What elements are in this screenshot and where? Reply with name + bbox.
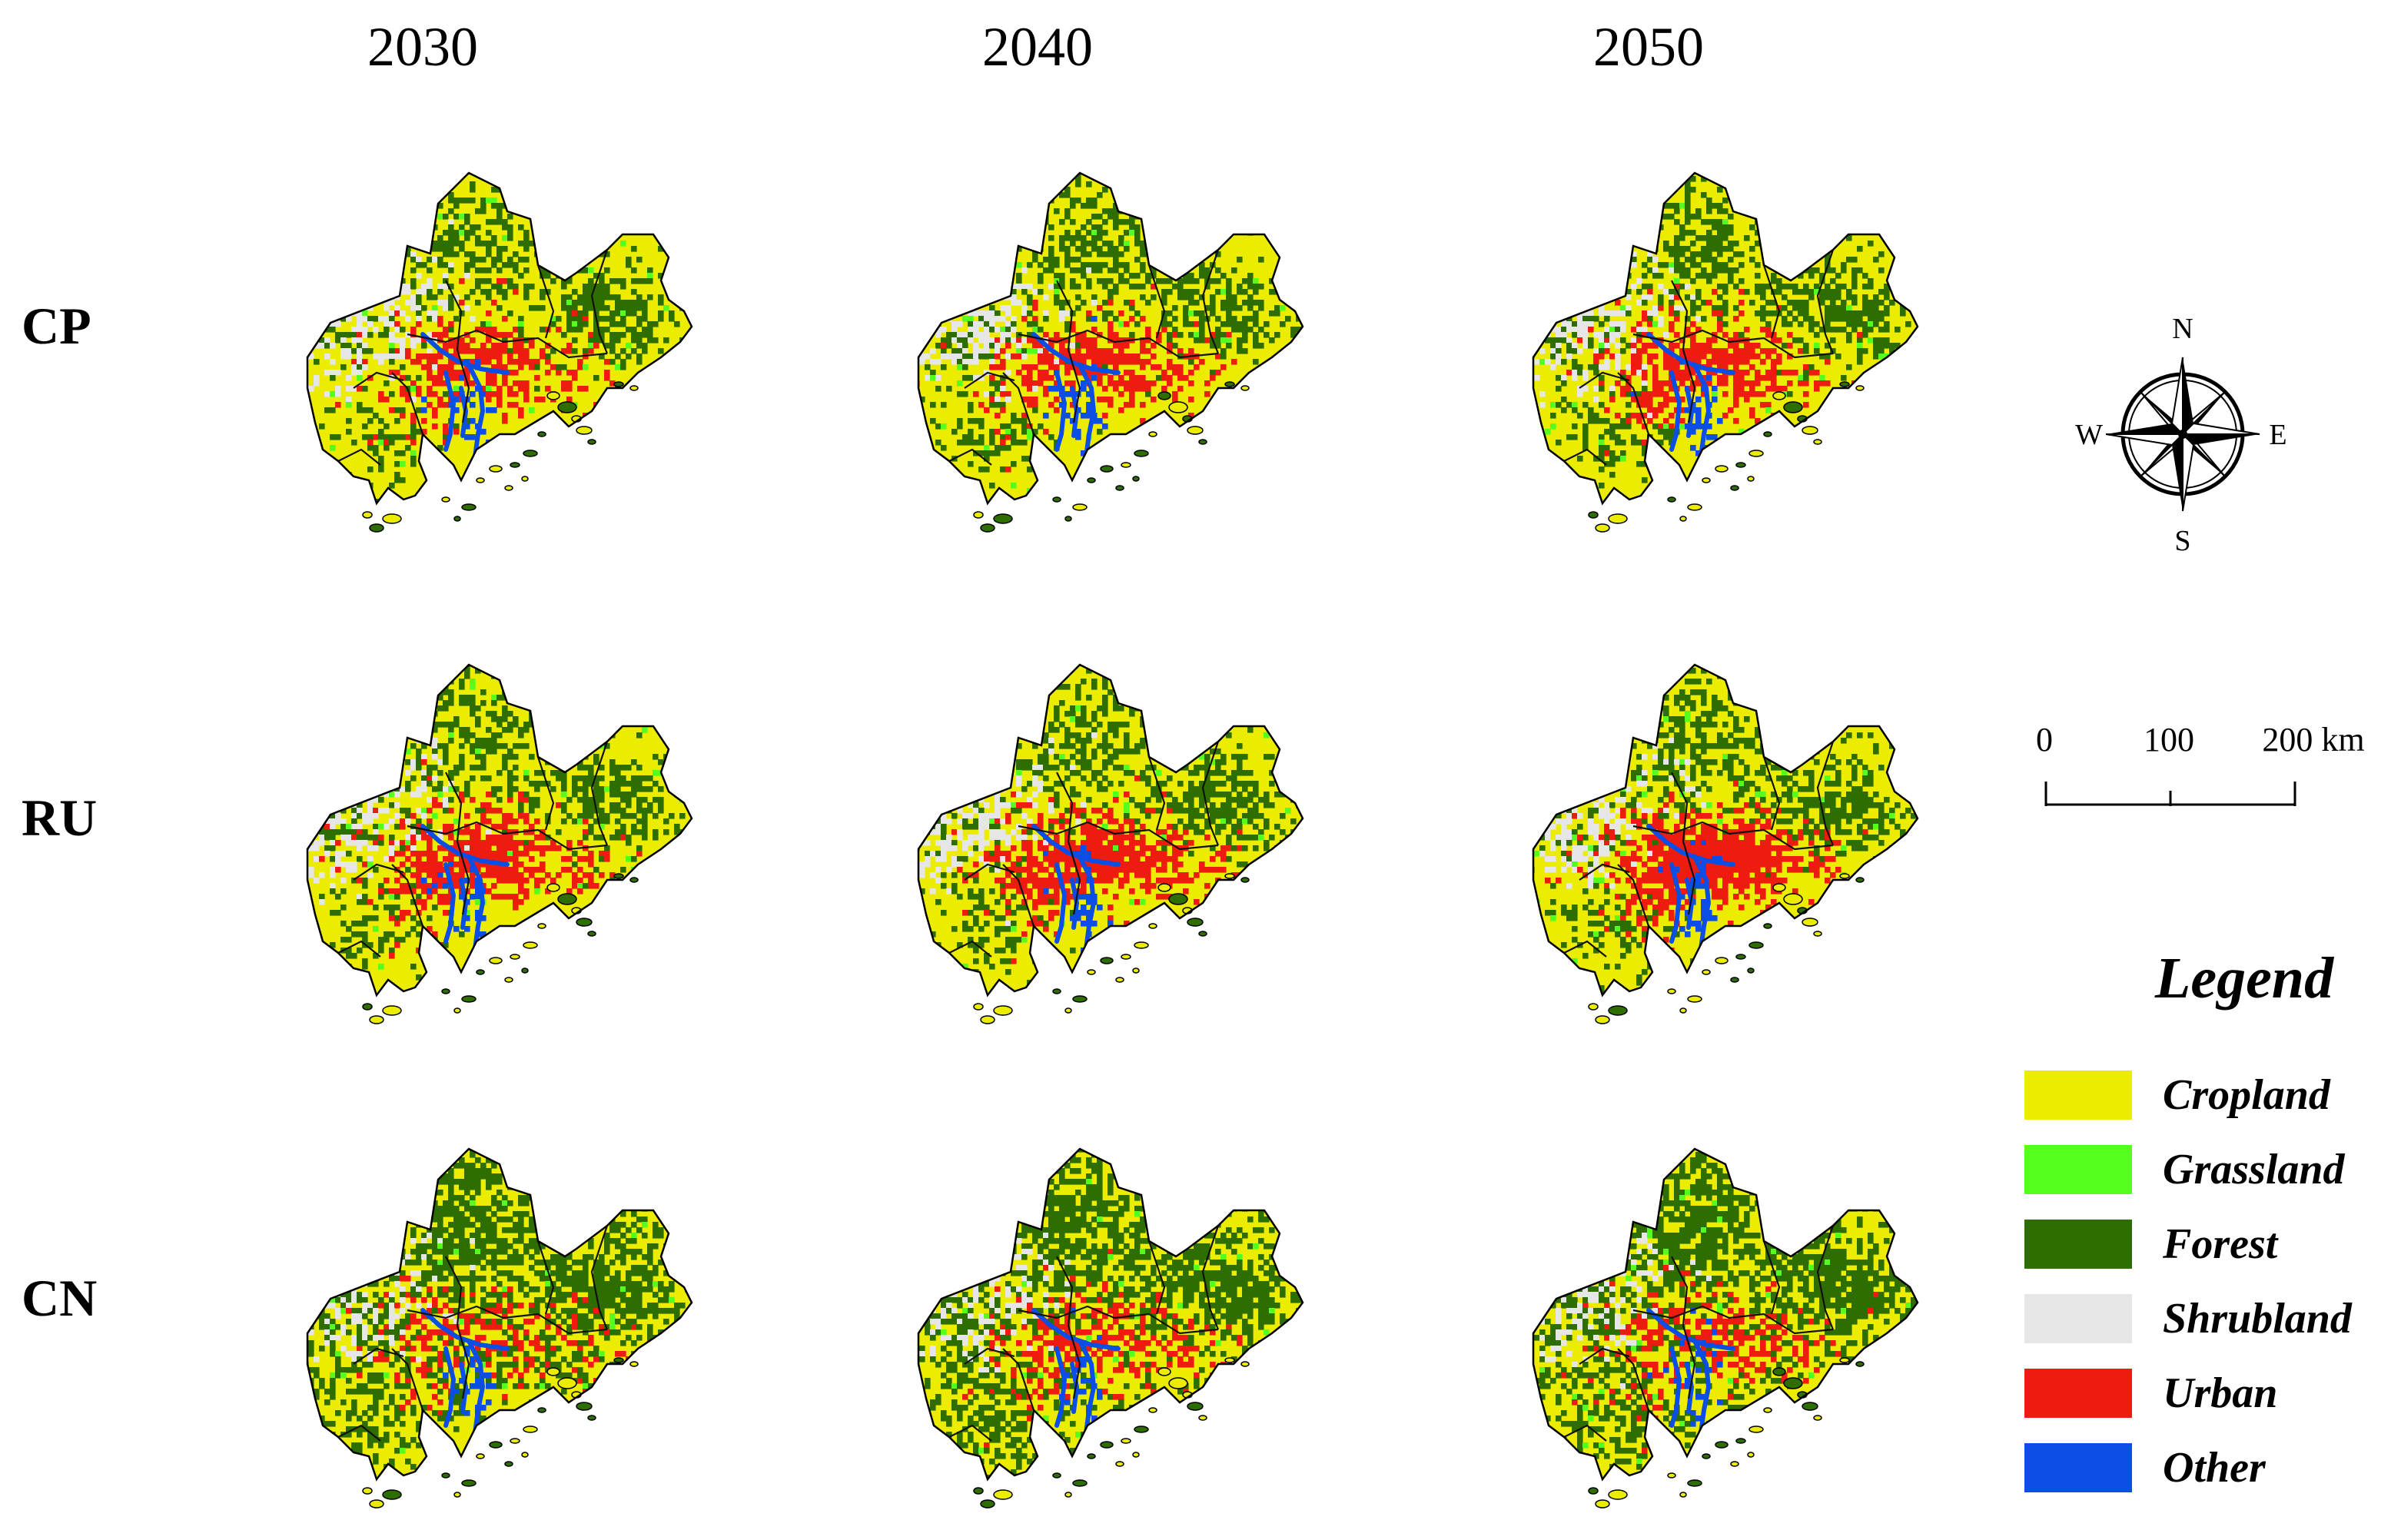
- scale-tick-label-0: 0: [2036, 721, 2053, 758]
- legend-label: Shrubland: [2163, 1295, 2352, 1343]
- region-outline: [917, 1147, 1304, 1482]
- land-cover-grid: [918, 173, 1303, 503]
- map-ru-2040: [803, 649, 1310, 1034]
- compass-rose: N S E W: [2075, 307, 2290, 557]
- legend-item-forest: Forest: [2014, 1217, 2398, 1271]
- other-swatch: [2024, 1443, 2132, 1492]
- legend-label: Forest: [2163, 1220, 2278, 1268]
- scale-bar: 0 100 200 km: [1998, 711, 2398, 818]
- legend-item-grassland: Grassland: [2014, 1143, 2398, 1196]
- compass-east: E: [2269, 419, 2286, 451]
- legend-title: Legend: [2154, 946, 2334, 1011]
- shrubland-swatch: [2024, 1294, 2132, 1343]
- legend-label: Cropland: [2163, 1071, 2330, 1119]
- map-cn-2030: [192, 1133, 699, 1518]
- grassland-swatch: [2024, 1145, 2132, 1194]
- region-outline: [1532, 171, 1919, 506]
- cropland-swatch: [2024, 1070, 2132, 1120]
- land-cover-grid: [918, 665, 1303, 995]
- land-cover-grid: [307, 173, 692, 503]
- compass-north: N: [2172, 313, 2193, 345]
- legend-item-other: Other: [2014, 1441, 2398, 1495]
- urban-swatch: [2024, 1369, 2132, 1418]
- row-label-cp: CP: [22, 297, 91, 355]
- column-label-2050: 2050: [1593, 16, 1704, 78]
- map-cp-2030: [192, 158, 699, 542]
- legend: Legend Cropland Grassland Forest Shrubla…: [2014, 945, 2398, 1529]
- region-outline: [1532, 1147, 1919, 1482]
- map-cp-2040: [803, 158, 1310, 542]
- legend-label: Urban: [2163, 1369, 2278, 1417]
- land-use-map: [917, 171, 1304, 533]
- row-label-cn: CN: [22, 1269, 98, 1327]
- region-outline: [306, 1147, 693, 1482]
- land-cover-grid: [1533, 173, 1918, 503]
- land-use-map: [1532, 663, 1919, 1024]
- legend-label: Grassland: [2163, 1146, 2345, 1193]
- region-outline: [917, 663, 1304, 997]
- legend-label: Other: [2163, 1444, 2266, 1492]
- forest-swatch: [2024, 1220, 2132, 1269]
- scale-tick-label-200: 200 km: [2262, 721, 2364, 758]
- legend-item-shrubland: Shrubland: [2014, 1292, 2398, 1346]
- land-use-map: [917, 663, 1304, 1024]
- land-use-map: [1532, 1147, 1919, 1508]
- compass-south: S: [2174, 525, 2190, 553]
- region-outline: [306, 171, 693, 506]
- compass-west: W: [2075, 419, 2103, 451]
- map-cn-2050: [1418, 1133, 1925, 1518]
- region-outline: [306, 663, 693, 997]
- scale-tick-label-100: 100: [2144, 721, 2194, 758]
- column-label-2030: 2030: [367, 16, 478, 78]
- compass-icon: N S E W: [2075, 313, 2287, 557]
- land-use-map: [1532, 171, 1919, 533]
- map-ru-2050: [1418, 649, 1925, 1034]
- map-ru-2030: [192, 649, 699, 1034]
- land-cover-grid: [918, 1149, 1303, 1479]
- legend-item-urban: Urban: [2014, 1366, 2398, 1420]
- map-cn-2040: [803, 1133, 1310, 1518]
- column-label-2040: 2040: [982, 16, 1093, 78]
- land-cover-grid: [1533, 1149, 1918, 1479]
- map-cp-2050: [1418, 158, 1925, 542]
- land-cover-grid: [307, 1149, 692, 1479]
- land-use-map: [306, 171, 693, 533]
- legend-item-cropland: Cropland: [2014, 1068, 2398, 1122]
- land-cover-grid: [1533, 665, 1918, 995]
- land-use-map: [917, 1147, 1304, 1508]
- region-outline: [917, 171, 1304, 506]
- region-outline: [1532, 663, 1919, 997]
- land-use-map: [306, 1147, 693, 1508]
- land-cover-grid: [307, 665, 692, 995]
- row-label-ru: RU: [22, 788, 98, 847]
- land-use-map: [306, 663, 693, 1024]
